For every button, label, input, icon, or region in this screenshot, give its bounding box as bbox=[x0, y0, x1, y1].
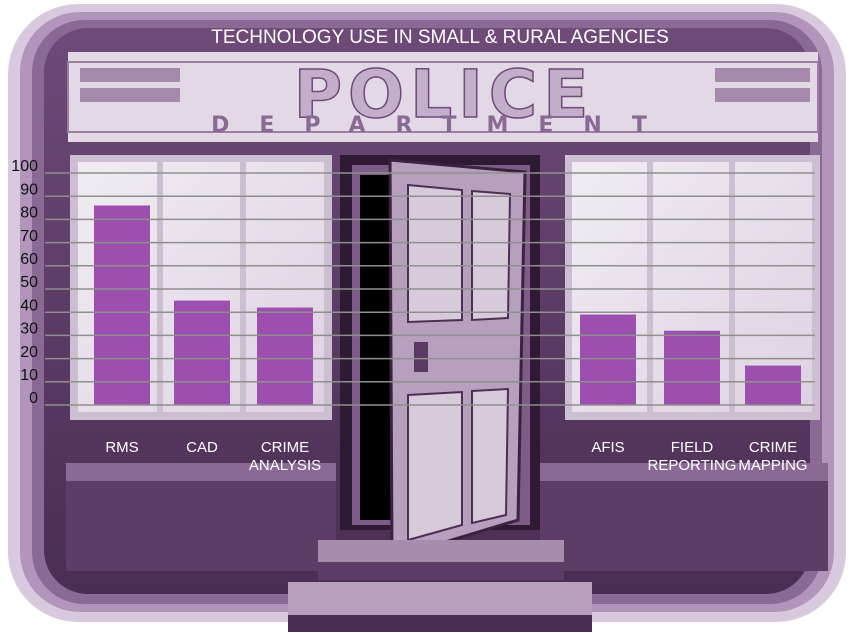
y-tick-label: 0 bbox=[29, 390, 38, 407]
bar bbox=[94, 205, 150, 405]
y-tick-label: 90 bbox=[20, 181, 38, 198]
bar bbox=[745, 366, 801, 405]
bar bbox=[257, 308, 313, 405]
bar bbox=[580, 315, 636, 405]
x-tick-label: CAD bbox=[186, 439, 218, 456]
y-tick-label: 10 bbox=[20, 367, 38, 384]
sign-subtitle: DEPARTMENT bbox=[211, 113, 677, 138]
chart: TECHNOLOGY USE IN SMALL & RURAL AGENCIES… bbox=[0, 0, 852, 633]
y-tick-label: 60 bbox=[20, 251, 38, 268]
y-tick-label: 20 bbox=[20, 344, 38, 361]
y-tick-label: 100 bbox=[11, 158, 38, 175]
bar bbox=[664, 331, 720, 405]
y-tick-label: 70 bbox=[20, 228, 38, 245]
y-tick-label: 80 bbox=[20, 205, 38, 222]
x-tick-label: RMS bbox=[105, 439, 138, 456]
y-tick-label: 30 bbox=[20, 321, 38, 338]
x-tick-label: AFIS bbox=[591, 439, 624, 456]
bar bbox=[174, 301, 230, 405]
y-tick-label: 40 bbox=[20, 297, 38, 314]
chart-title: TECHNOLOGY USE IN SMALL & RURAL AGENCIES bbox=[211, 27, 669, 48]
y-tick-label: 50 bbox=[20, 274, 38, 291]
